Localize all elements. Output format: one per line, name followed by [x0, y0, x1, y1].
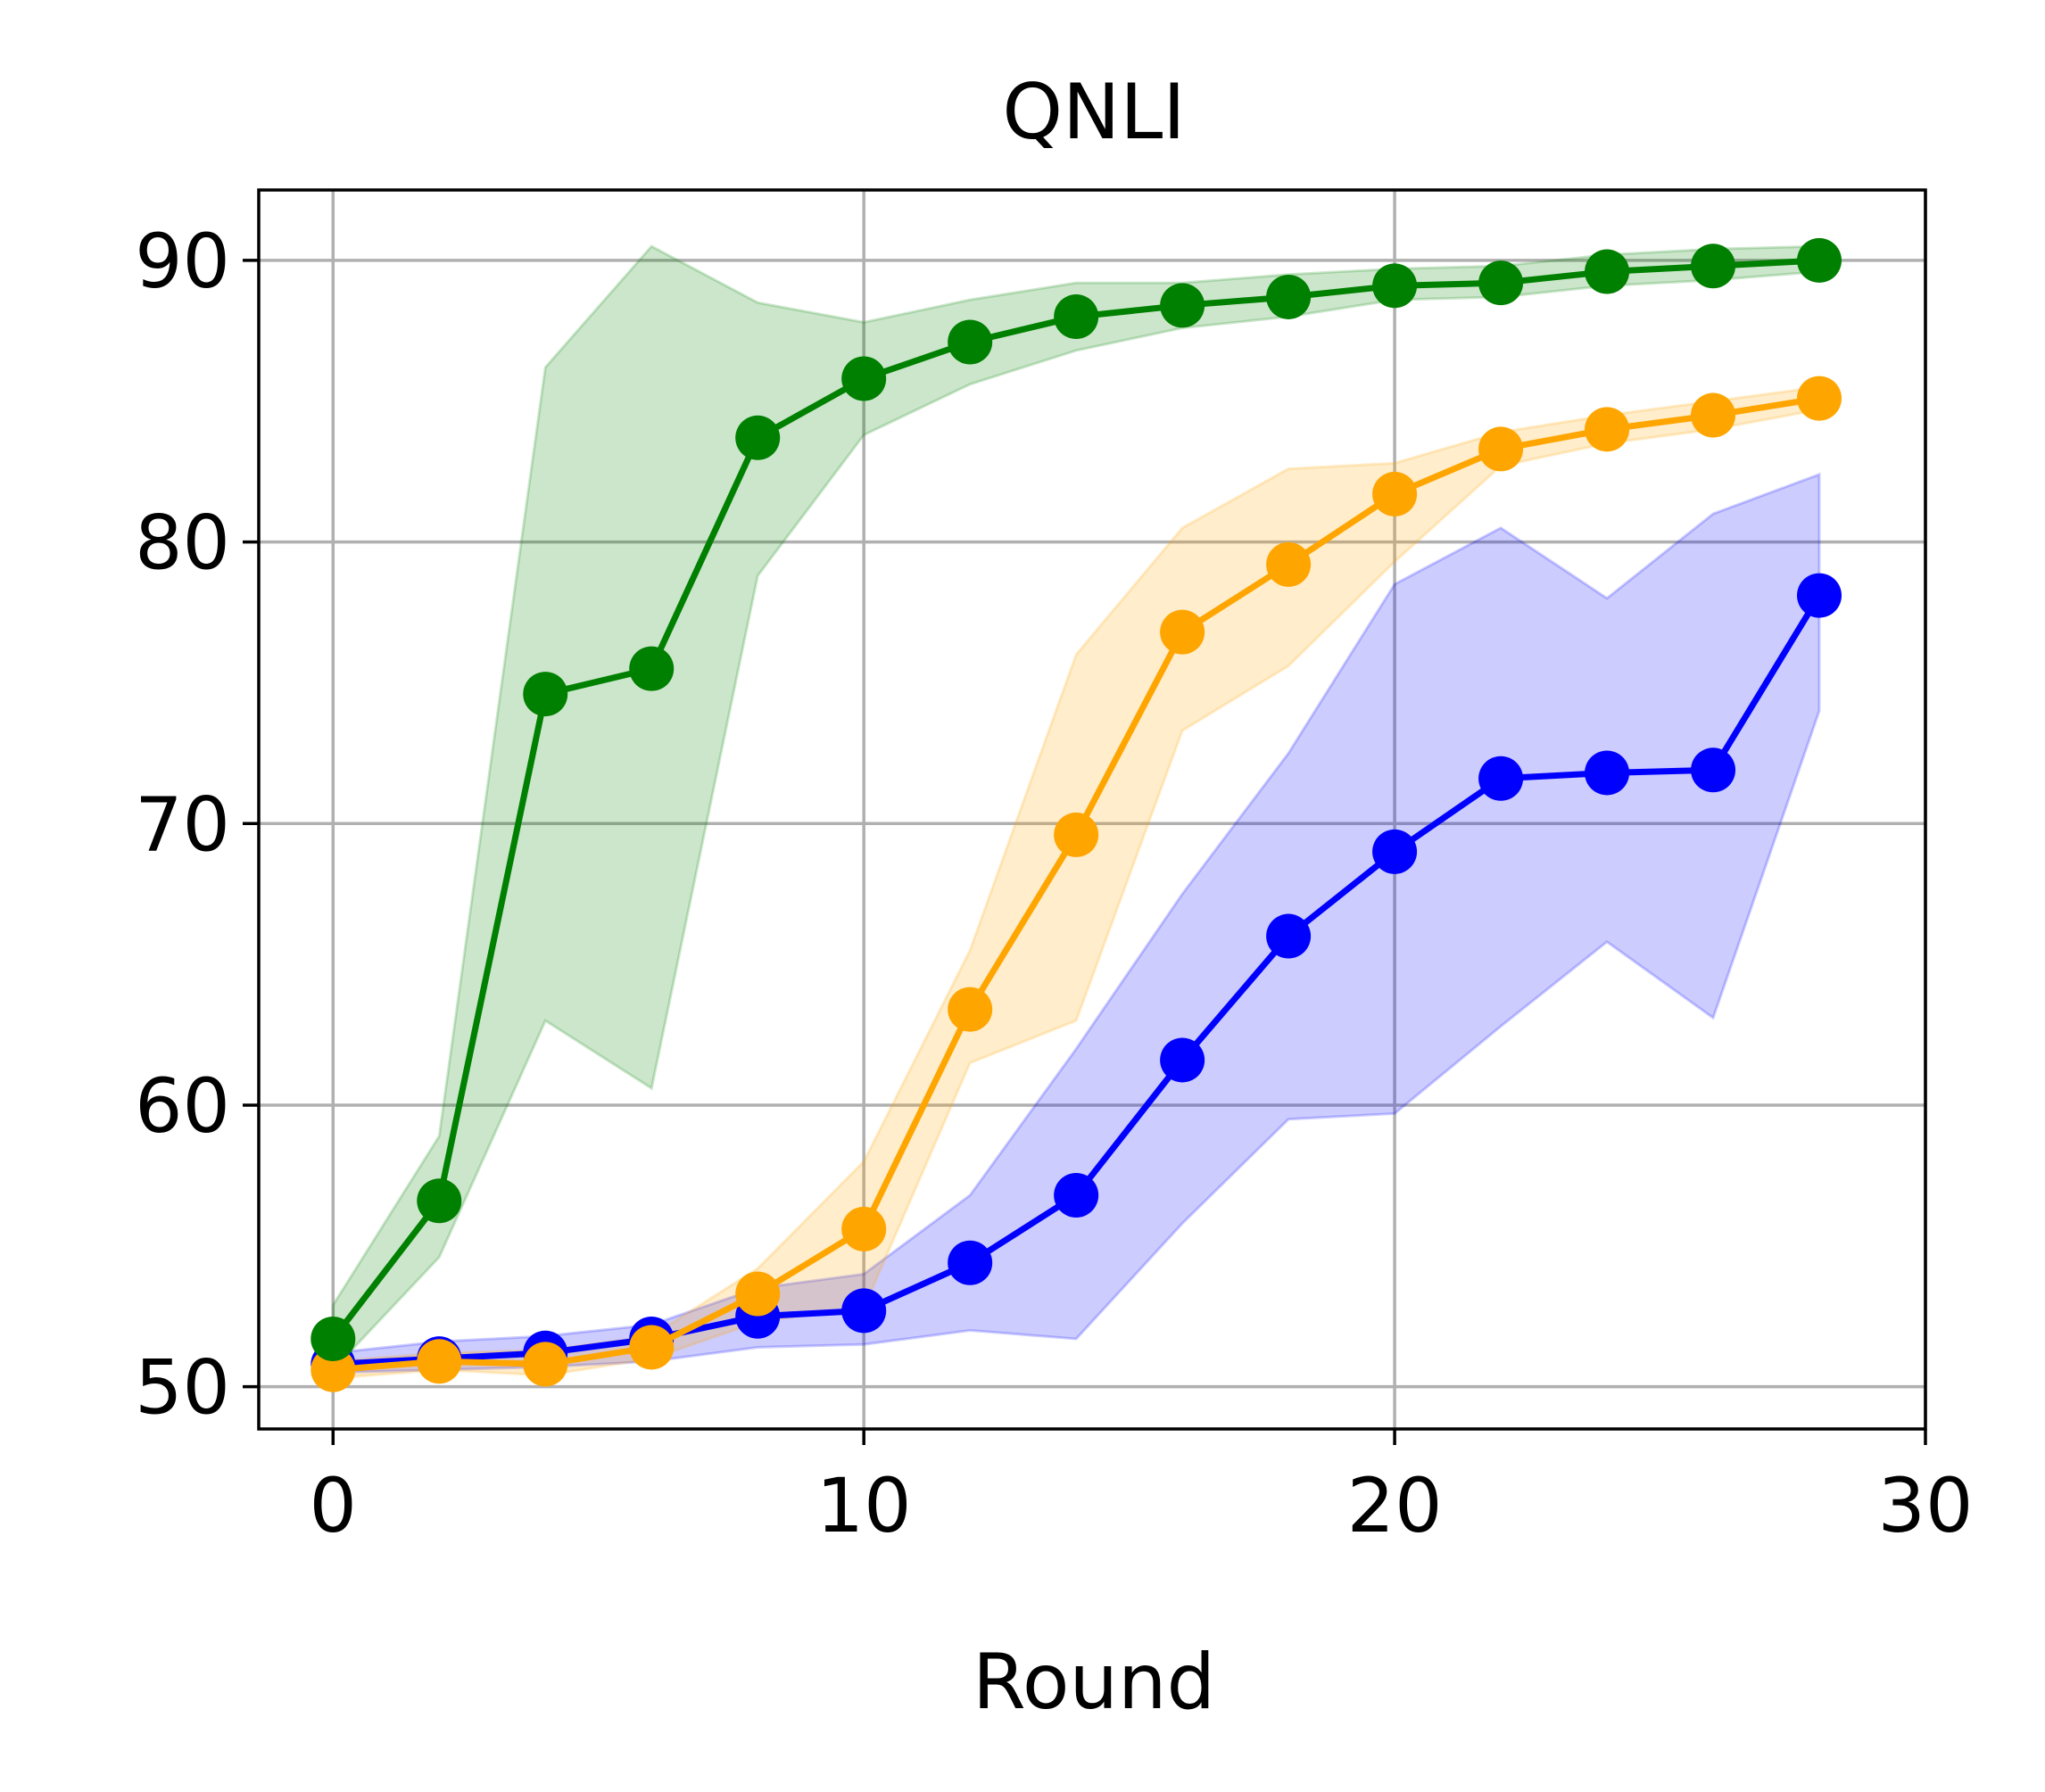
x-tick-label: 20 [1347, 1462, 1443, 1549]
x-axis-label: Round [973, 1638, 1215, 1727]
series-1-point [629, 1325, 675, 1370]
series-2-point [1266, 274, 1312, 319]
series-2-point [523, 672, 568, 717]
x-tick-label: 10 [816, 1462, 912, 1549]
series-0-point [1478, 756, 1524, 801]
series-0-point [1691, 747, 1736, 793]
series-2-point [1160, 283, 1205, 328]
series-1-point [1478, 426, 1524, 472]
series-2-point [735, 415, 781, 460]
series-0-point [1266, 913, 1312, 959]
series-2-point [629, 646, 675, 691]
series-0-point [1797, 573, 1842, 618]
series-1 [310, 376, 1842, 1392]
series-2-point [417, 1178, 462, 1224]
series-0-point [1585, 750, 1630, 796]
series-2-point [1478, 260, 1524, 306]
series-2 [310, 237, 1842, 1361]
y-tick-label: 50 [135, 1344, 230, 1432]
series-2-point [841, 356, 887, 401]
series-1-point [310, 1347, 356, 1392]
series-2-point [310, 1316, 356, 1361]
series-2-point [948, 319, 993, 365]
y-tick-label: 90 [135, 218, 230, 305]
series-1-point [1372, 471, 1418, 516]
series-1-point [735, 1271, 781, 1317]
series-1-point [417, 1339, 462, 1384]
series-2-point [1054, 294, 1099, 340]
y-tick-label: 60 [135, 1062, 230, 1150]
series-0-point [1372, 829, 1418, 874]
series-1-point [523, 1342, 568, 1387]
series-1-point [1691, 392, 1736, 438]
series-1-point [1266, 541, 1312, 587]
series-lines [310, 237, 1842, 1392]
plot-frame [257, 188, 1927, 1431]
series-0-point [948, 1240, 993, 1285]
series-0-point [1054, 1172, 1099, 1218]
series-2-point [1691, 244, 1736, 289]
x-tick-label: 30 [1878, 1462, 1974, 1549]
series-2-point [1797, 237, 1842, 283]
series-1-point [948, 987, 993, 1032]
y-tick-label: 80 [135, 500, 230, 587]
series-1-point [1160, 609, 1205, 655]
series-0-point [841, 1288, 887, 1334]
series-0-point [1160, 1037, 1205, 1083]
axes: 0 10 20 30 50 60 70 80 90 [135, 188, 1974, 1549]
plot-area: 0 10 20 30 50 60 70 80 90 [135, 188, 1974, 1549]
x-tick-label: 0 [310, 1462, 357, 1549]
series-2-point [1372, 263, 1418, 309]
series-1-point [841, 1206, 887, 1251]
series-1-point [1797, 376, 1842, 421]
series-2-point [1585, 249, 1630, 294]
series-1-point [1585, 407, 1630, 452]
y-tick-label: 70 [135, 780, 230, 868]
chart-title: QNLI [1002, 68, 1185, 157]
series-1-point [1054, 812, 1099, 857]
series-0-band [331, 472, 1821, 1375]
